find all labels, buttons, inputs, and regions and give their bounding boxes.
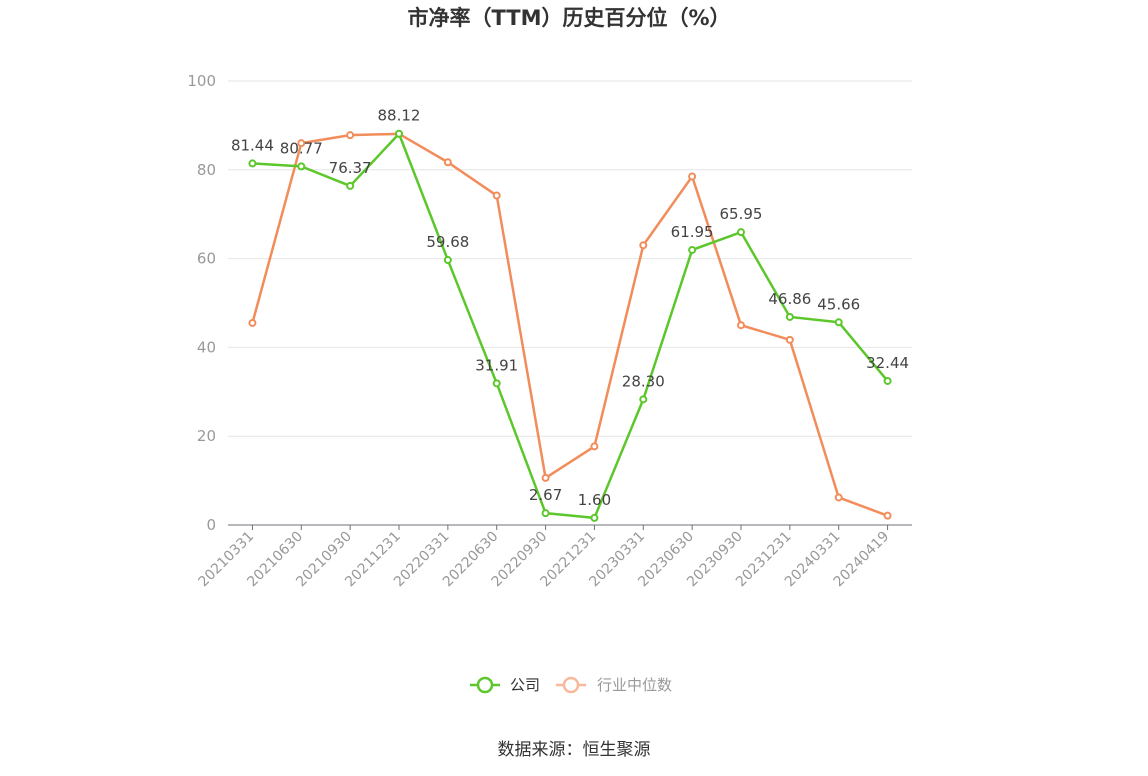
- legend-label: 行业中位数: [597, 676, 672, 694]
- data-label: 61.95: [671, 223, 714, 241]
- data-label: 45.66: [817, 295, 860, 313]
- data-label: 80.77: [280, 139, 323, 157]
- data-label: 59.68: [426, 233, 469, 251]
- chart-title: 市净率（TTM）历史百分位（%）: [407, 6, 730, 30]
- legend-item[interactable]: 行业中位数: [556, 676, 672, 694]
- legend[interactable]: 公司 行业中位数: [470, 676, 672, 694]
- legend-marker: [476, 676, 494, 694]
- data-point[interactable]: [492, 191, 501, 200]
- data-label: 65.95: [720, 205, 763, 223]
- series-line: [251, 132, 889, 517]
- data-label: 1.60: [578, 491, 611, 509]
- data-point[interactable]: [834, 318, 843, 327]
- grid: [228, 80, 912, 437]
- data-label: 32.44: [866, 354, 909, 372]
- data-labels: 81.44 80.77 76.37 88.12 59.68 31.91 2.67 1.60 28…: [231, 107, 909, 509]
- legend-label: 公司: [510, 676, 540, 694]
- y-tick-label: 80: [197, 161, 216, 179]
- legend-item[interactable]: 公司: [470, 676, 540, 694]
- data-point[interactable]: [785, 312, 794, 321]
- data-point[interactable]: [297, 162, 306, 171]
- legend-marker: [562, 676, 580, 694]
- data-point[interactable]: [737, 228, 745, 237]
- data-point[interactable]: [346, 131, 355, 140]
- data-point[interactable]: [492, 379, 501, 388]
- data-point[interactable]: [248, 318, 257, 327]
- data-point[interactable]: [737, 321, 745, 330]
- series-line: [252, 132, 889, 520]
- data-label: 31.91: [475, 356, 518, 374]
- series: [248, 129, 892, 522]
- data-point[interactable]: [883, 511, 892, 520]
- data-label: 88.12: [378, 107, 421, 125]
- data-point[interactable]: [443, 158, 452, 167]
- data-point[interactable]: [297, 139, 306, 148]
- y-tick-label: 0: [206, 516, 216, 534]
- data-label: 76.37: [329, 159, 372, 177]
- y-tick-label: 60: [197, 250, 216, 268]
- data-point[interactable]: [395, 129, 403, 138]
- data-point[interactable]: [883, 376, 892, 385]
- data-point[interactable]: [785, 335, 794, 344]
- data-point[interactable]: [639, 395, 648, 404]
- data-point[interactable]: [590, 442, 599, 451]
- data-point[interactable]: [443, 256, 452, 265]
- source-note: 数据来源：恒生聚源: [498, 740, 651, 760]
- y-tick-label: 40: [197, 338, 216, 356]
- data-point[interactable]: [688, 172, 697, 181]
- data-point[interactable]: [248, 159, 257, 168]
- y-tick-label: 100: [187, 72, 216, 90]
- data-point[interactable]: [541, 473, 550, 482]
- data-label: 81.44: [231, 136, 274, 154]
- data-label: 2.67: [529, 486, 562, 504]
- data-label: 46.86: [768, 290, 811, 308]
- data-point[interactable]: [834, 493, 843, 502]
- data-point[interactable]: [346, 181, 355, 190]
- data-point[interactable]: [541, 509, 550, 518]
- data-label: 28.30: [622, 372, 665, 390]
- data-point[interactable]: [590, 513, 599, 522]
- y-tick-label: 20: [197, 427, 216, 445]
- data-point[interactable]: [639, 241, 648, 250]
- data-point[interactable]: [688, 245, 697, 254]
